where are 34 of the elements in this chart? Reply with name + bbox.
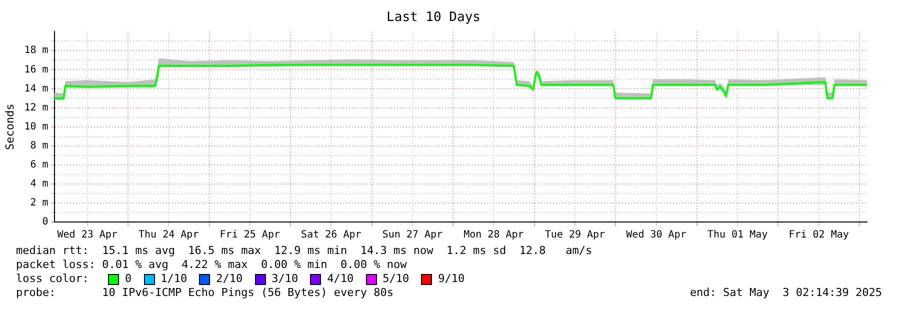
text: end: Sat May 3 02:14:39 2025 — [690, 286, 882, 300]
x-tick-label: Sun 27 Apr — [382, 230, 443, 241]
x-tick-label: Sat 26 Apr — [301, 230, 362, 241]
legend-label: 4/10 — [327, 272, 354, 286]
x-tick-label: Fri 02 May — [788, 230, 849, 241]
y-tick-label: 14 m — [24, 83, 48, 94]
legend-label: 1/10 — [160, 272, 188, 286]
legend-label: 2/10 — [216, 272, 243, 286]
y-tick-label: 8 m — [30, 140, 48, 152]
x-tick-label: Wed 23 Apr — [57, 230, 118, 241]
text: probe: 10 IPv6-ICMP Echo Pings (56 Bytes) every 80s — [16, 286, 394, 300]
y-tick-label: 6 m — [30, 159, 48, 170]
x-tick-label: Thu 01 May — [707, 230, 768, 241]
text: packet loss: 0.01 % avg 4.22 % max 0.00 % min 0.00 % now — [16, 258, 408, 272]
legend-label: 9/10 — [438, 272, 465, 286]
x-tick-label: Wed 30 Apr — [626, 230, 686, 241]
y-tick-label: 18 m — [24, 45, 48, 56]
y-tick-label: 16 m — [24, 64, 48, 76]
x-tick-label: Fri 25 Apr — [220, 230, 280, 241]
y-tick-label: 10 m — [24, 121, 48, 132]
legend-title: loss color: — [16, 272, 90, 286]
y-axis-title: Seconds — [3, 104, 16, 150]
y-tick-label: 2 m — [30, 198, 48, 209]
y-tick-label: 0 — [42, 216, 48, 228]
x-tick-label: Thu 24 Apr — [138, 230, 199, 241]
x-tick-label: Mon 28 Apr — [464, 230, 524, 241]
x-tick-label: Tue 29 Apr — [544, 230, 606, 241]
chart-title: Last 10 Days — [386, 10, 480, 26]
legend-label: 0 — [125, 272, 132, 286]
legend-label: 3/10 — [272, 272, 298, 286]
text: median rtt: 15.1 ms avg 16.5 ms max 12.9 ms min 14.3 ms now 1.2 ms sd 12.8 am/s — [16, 244, 594, 258]
legend-label: 5/10 — [382, 272, 410, 286]
y-tick-label: 4 m — [30, 178, 48, 190]
y-tick-label: 12 m — [24, 102, 48, 114]
